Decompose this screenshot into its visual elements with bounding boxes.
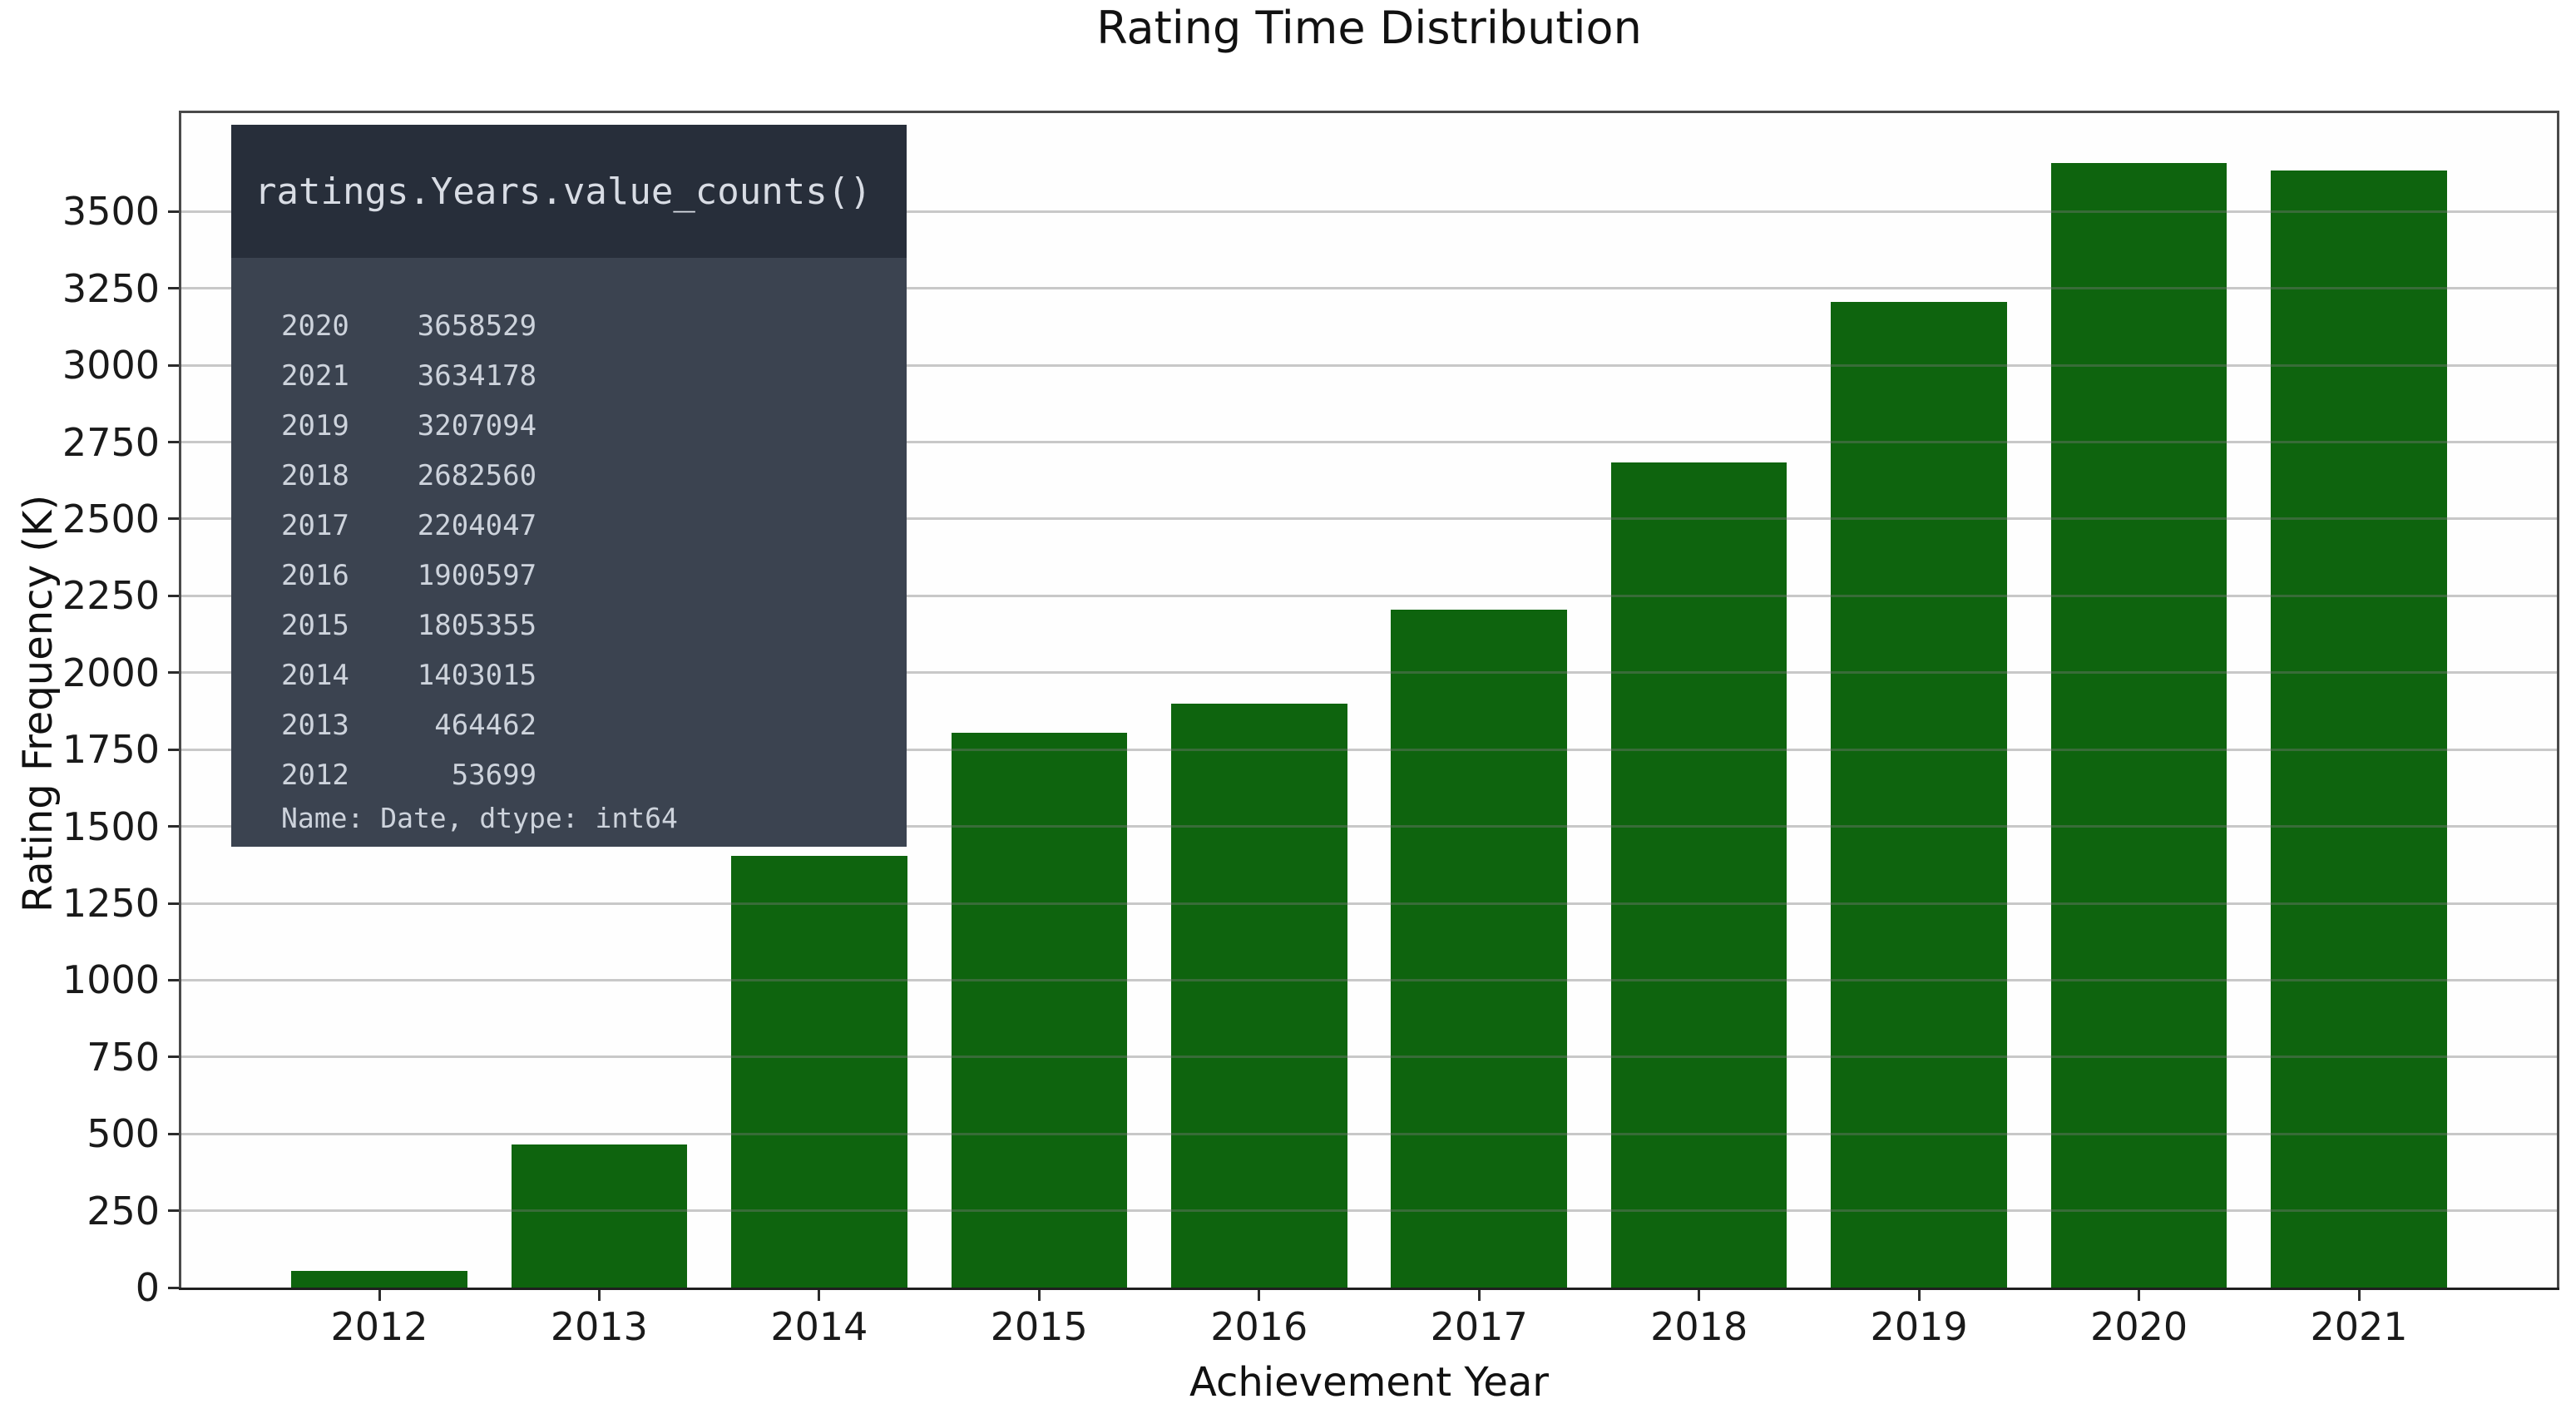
y-tick-mark-2500 (168, 517, 181, 521)
x-tick-mark-2013 (597, 1288, 601, 1301)
gridline-500 (181, 1132, 2557, 1135)
x-tick-label-2019: 2019 (1870, 1304, 1968, 1349)
y-tick-label-1500: 1500 (62, 803, 160, 849)
x-tick-label-2017: 2017 (1430, 1304, 1528, 1349)
y-tick-label-3500: 3500 (62, 189, 160, 235)
gridline-1500 (181, 825, 2557, 828)
y-tick-mark-1250 (168, 902, 181, 905)
chart-title: Rating Time Distribution (1096, 2, 1642, 54)
y-tick-mark-3250 (168, 287, 181, 290)
x-tick-label-2021: 2021 (2310, 1304, 2408, 1349)
y-tick-mark-1750 (168, 748, 181, 751)
y-tick-label-3250: 3250 (62, 265, 160, 311)
x-tick-label-2015: 2015 (990, 1304, 1088, 1349)
output-footer: Name: Date, dtype: int64 (281, 802, 678, 834)
y-tick-label-3000: 3000 (62, 343, 160, 388)
output-row-2014: 2014 1403015 (281, 659, 537, 692)
bar-2012 (291, 1271, 467, 1288)
x-tick-label-2012: 2012 (330, 1304, 428, 1349)
spine-bottom (179, 1288, 2559, 1290)
y-tick-mark-1000 (168, 978, 181, 981)
bar-2013 (511, 1144, 688, 1288)
y-tick-mark-1500 (168, 825, 181, 828)
code-line: ratings.Years.value_counts() (255, 170, 872, 213)
y-tick-mark-250 (168, 1209, 181, 1213)
bar-2014 (731, 856, 907, 1288)
y-tick-label-1000: 1000 (62, 957, 160, 1003)
y-tick-label-250: 250 (87, 1188, 160, 1233)
output-row-2019: 2019 3207094 (281, 409, 537, 442)
x-tick-label-2016: 2016 (1210, 1304, 1308, 1349)
y-axis-label: Rating Frequency (K) (15, 494, 62, 912)
y-tick-mark-2750 (168, 441, 181, 443)
gridline-2500 (181, 517, 2557, 521)
y-tick-mark-750 (168, 1055, 181, 1059)
spine-right (2557, 111, 2559, 1290)
bar-2017 (1391, 610, 1567, 1288)
output-row-2020: 2020 3658529 (281, 309, 537, 343)
output-row-2012: 2012 53699 (281, 759, 537, 792)
gridline-1750 (181, 748, 2557, 751)
x-tick-mark-2012 (378, 1288, 381, 1301)
output-row-2016: 2016 1900597 (281, 559, 537, 592)
bar-2020 (2050, 162, 2227, 1288)
x-tick-label-2020: 2020 (2090, 1304, 2188, 1349)
bar-2021 (2271, 170, 2447, 1288)
gridline-1000 (181, 978, 2557, 981)
output-row-2013: 2013 464462 (281, 709, 537, 742)
bar-2015 (951, 732, 1128, 1288)
x-tick-mark-2018 (1698, 1288, 1701, 1301)
y-tick-mark-3500 (168, 210, 181, 213)
y-tick-label-500: 500 (87, 1111, 160, 1157)
gridline-3250 (181, 287, 2557, 290)
spine-left (179, 111, 181, 1290)
output-row-2021: 2021 3634178 (281, 359, 537, 393)
y-tick-mark-3000 (168, 363, 181, 367)
output-row-2015: 2015 1805355 (281, 609, 537, 642)
y-tick-label-1750: 1750 (62, 727, 160, 773)
gridline-3000 (181, 363, 2557, 367)
bar-2019 (1831, 301, 2007, 1288)
gridline-2000 (181, 671, 2557, 675)
output-rows: 2020 3658529 2021 3634178 2019 3207094 2018… (281, 301, 907, 800)
y-tick-label-2000: 2000 (62, 650, 160, 695)
gridline-2750 (181, 441, 2557, 443)
x-tick-mark-2017 (1477, 1288, 1481, 1301)
x-tick-mark-2015 (1037, 1288, 1041, 1301)
y-tick-mark-2250 (168, 594, 181, 597)
gridline-1250 (181, 902, 2557, 905)
y-tick-label-750: 750 (87, 1034, 160, 1080)
x-tick-mark-2020 (2138, 1288, 2141, 1301)
code-panel-output: 2020 3658529 2021 3634178 2019 3207094 2018… (231, 258, 907, 847)
y-tick-label-2250: 2250 (62, 573, 160, 619)
output-row-2018: 2018 2682560 (281, 459, 537, 492)
spine-top (181, 111, 2559, 113)
y-tick-label-1250: 1250 (62, 881, 160, 926)
y-tick-mark-500 (168, 1132, 181, 1135)
code-panel-header: ratings.Years.value_counts() (231, 125, 907, 258)
x-tick-mark-2021 (2357, 1288, 2361, 1301)
gridline-250 (181, 1209, 2557, 1213)
x-tick-label-2018: 2018 (1650, 1304, 1748, 1349)
y-tick-label-2500: 2500 (62, 496, 160, 541)
y-tick-label-0: 0 (135, 1265, 160, 1310)
y-tick-mark-2000 (168, 671, 181, 675)
x-tick-mark-2016 (1258, 1288, 1261, 1301)
x-tick-mark-2014 (818, 1288, 821, 1301)
x-axis-label: Achievement Year (1189, 1359, 1550, 1404)
x-tick-label-2013: 2013 (550, 1304, 648, 1349)
code-panel: ratings.Years.value_counts() 2020 365852… (231, 125, 907, 847)
bar-2016 (1171, 703, 1347, 1288)
y-tick-mark-0 (168, 1286, 181, 1289)
gridline-750 (181, 1055, 2557, 1059)
output-row-2017: 2017 2204047 (281, 509, 537, 542)
gridline-2250 (181, 594, 2557, 597)
x-tick-label-2014: 2014 (770, 1304, 868, 1349)
x-tick-mark-2019 (1917, 1288, 1921, 1301)
y-tick-label-2750: 2750 (62, 419, 160, 465)
bar-2018 (1610, 462, 1787, 1288)
gridline-3500 (181, 210, 2557, 213)
